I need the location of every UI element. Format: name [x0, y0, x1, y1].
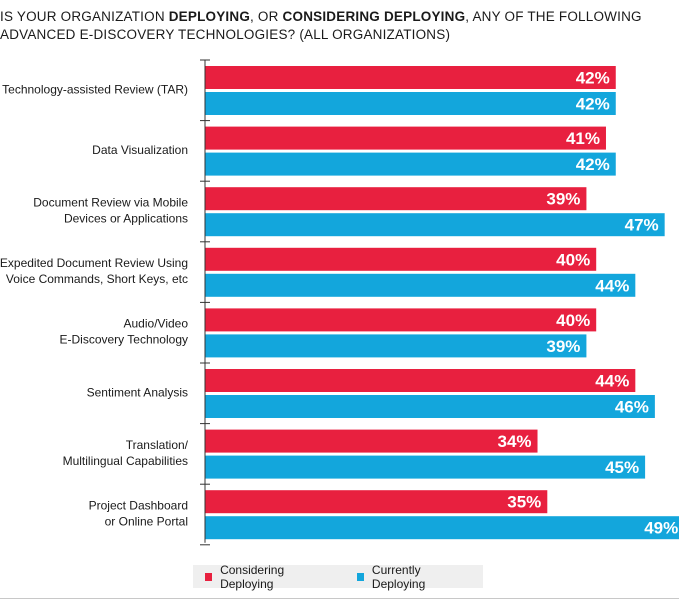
bar-currently-7 — [205, 516, 679, 540]
bar-label-currently-3: 44% — [595, 276, 629, 295]
chart-title: IS YOUR ORGANIZATION DEPLOYING, OR CONSI… — [0, 8, 670, 44]
title-part-1: DEPLOYING — [168, 9, 251, 24]
category-label-1-line-0: Data Visualization — [92, 143, 188, 157]
bar-considering-1 — [205, 126, 606, 150]
bar-label-considering-4: 40% — [556, 311, 590, 330]
title-part-0: IS YOUR ORGANIZATION — [0, 9, 169, 24]
bar-considering-4 — [205, 308, 597, 332]
category-label-4-line-0: Audio/Video — [124, 317, 189, 331]
category-label-3-line-1: Voice Commands, Short Keys, etc — [6, 272, 188, 286]
category-label-6-line-1: Multilingual Capabilities — [63, 454, 188, 468]
bar-currently-4 — [205, 334, 587, 358]
title-part-4: , ANY OF THE FOLLOWING ADVANCED E-DISCOV… — [0, 9, 642, 42]
bottom-divider — [0, 598, 679, 599]
bar-currently-1 — [205, 152, 616, 176]
bar-label-currently-5: 46% — [615, 398, 649, 417]
bar-label-considering-6: 34% — [497, 432, 531, 451]
bar-label-currently-6: 45% — [605, 458, 639, 477]
bar-currently-2 — [205, 213, 665, 237]
category-label-0-line-0: Technology-assisted Review (TAR) — [2, 82, 188, 96]
category-label-3-line-0: Expedited Document Review Using — [0, 256, 188, 270]
category-label-6-line-0: Translation/ — [126, 438, 189, 452]
bar-considering-0 — [205, 66, 616, 89]
bar-label-currently-0: 42% — [576, 95, 610, 114]
category-label-2-line-1: Devices or Applications — [64, 212, 188, 226]
category-label-2-line-0: Document Review via Mobile — [33, 196, 188, 210]
bar-currently-6 — [205, 455, 646, 479]
bar-label-currently-7: 49% — [644, 519, 678, 538]
bar-label-currently-2: 47% — [625, 216, 659, 235]
bar-label-considering-3: 40% — [556, 250, 590, 269]
legend: Considering Deploying Currently Deployin… — [193, 562, 483, 591]
bar-currently-0 — [205, 92, 616, 115]
bar-considering-5 — [205, 369, 636, 392]
bar-label-currently-4: 39% — [546, 337, 580, 356]
category-label-5-line-0: Sentiment Analysis — [87, 385, 188, 399]
title-part-2: , OR — [250, 9, 283, 24]
bar-currently-3 — [205, 273, 636, 297]
bar-label-considering-0: 42% — [576, 69, 610, 88]
title-part-3: CONSIDERING DEPLOYING — [282, 9, 466, 24]
bar-considering-6 — [205, 429, 538, 453]
category-label-4-line-1: E-Discovery Technology — [59, 333, 188, 347]
bar-label-considering-2: 39% — [546, 190, 580, 209]
bar-label-considering-7: 35% — [507, 493, 541, 512]
legend-label-currently: Currently Deploying — [371, 562, 426, 591]
bar-label-considering-5: 44% — [595, 372, 629, 391]
legend-swatch-considering — [205, 572, 213, 581]
bar-considering-2 — [205, 187, 587, 211]
legend-item-considering: Considering Deploying — [205, 563, 327, 591]
bar-considering-7 — [205, 490, 548, 514]
bar-label-considering-1: 41% — [566, 129, 600, 148]
bar-considering-3 — [205, 247, 597, 271]
category-label-7-line-1: or Online Portal — [105, 515, 188, 529]
legend-swatch-currently — [356, 572, 364, 581]
bar-label-currently-1: 42% — [576, 155, 610, 174]
legend-label-considering: Considering Deploying — [220, 562, 285, 591]
legend-item-currently: Currently Deploying — [356, 562, 465, 591]
category-label-7-line-0: Project Dashboard — [89, 499, 188, 513]
bar-currently-5 — [205, 395, 655, 418]
